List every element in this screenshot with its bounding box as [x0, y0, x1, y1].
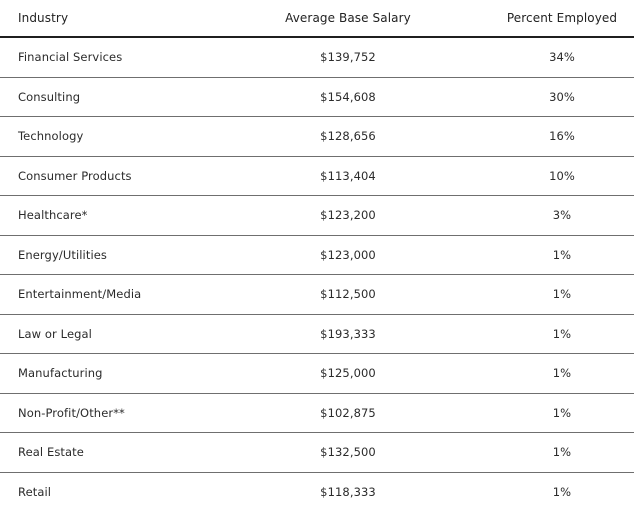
- salary-cell: $112,500: [260, 275, 436, 314]
- table-row: Manufacturing $125,000 1%: [0, 354, 634, 394]
- percent-cell: 1%: [500, 473, 624, 512]
- percent-cell: 1%: [500, 394, 624, 433]
- percent-cell: 34%: [500, 38, 624, 77]
- percent-cell: 16%: [500, 117, 624, 156]
- industry-cell: Consulting: [18, 78, 248, 117]
- salary-cell: $118,333: [260, 473, 436, 512]
- industry-cell: Consumer Products: [18, 157, 248, 196]
- industry-cell: Technology: [18, 117, 248, 156]
- salary-cell: $125,000: [260, 354, 436, 393]
- industry-cell: Energy/Utilities: [18, 236, 248, 275]
- table-row: Consulting $154,608 30%: [0, 78, 634, 118]
- table-row: Technology $128,656 16%: [0, 117, 634, 157]
- table-row: Non-Profit/Other** $102,875 1%: [0, 394, 634, 434]
- percent-cell: 30%: [500, 78, 624, 117]
- percent-cell: 1%: [500, 433, 624, 472]
- table-header: Industry Average Base Salary Percent Emp…: [0, 0, 634, 38]
- salary-cell: $102,875: [260, 394, 436, 433]
- table-row: Healthcare* $123,200 3%: [0, 196, 634, 236]
- industry-cell: Manufacturing: [18, 354, 248, 393]
- industry-cell: Non-Profit/Other**: [18, 394, 248, 433]
- percent-cell: 1%: [500, 275, 624, 314]
- table-row: Financial Services $139,752 34%: [0, 38, 634, 78]
- percent-cell: 1%: [500, 354, 624, 393]
- header-industry: Industry: [18, 0, 248, 36]
- salary-cell: $139,752: [260, 38, 436, 77]
- industry-cell: Financial Services: [18, 38, 248, 77]
- header-average-base-salary: Average Base Salary: [260, 0, 436, 36]
- percent-cell: 3%: [500, 196, 624, 235]
- salary-cell: $193,333: [260, 315, 436, 354]
- table-row: Law or Legal $193,333 1%: [0, 315, 634, 355]
- industry-cell: Healthcare*: [18, 196, 248, 235]
- table-row: Energy/Utilities $123,000 1%: [0, 236, 634, 276]
- table-row: Real Estate $132,500 1%: [0, 433, 634, 473]
- salary-cell: $113,404: [260, 157, 436, 196]
- industry-cell: Entertainment/Media: [18, 275, 248, 314]
- header-percent-employed: Percent Employed: [500, 0, 624, 36]
- percent-cell: 1%: [500, 315, 624, 354]
- percent-cell: 10%: [500, 157, 624, 196]
- percent-cell: 1%: [500, 236, 624, 275]
- salary-cell: $123,000: [260, 236, 436, 275]
- industry-cell: Retail: [18, 473, 248, 512]
- salary-cell: $123,200: [260, 196, 436, 235]
- salary-cell: $154,608: [260, 78, 436, 117]
- salary-cell: $132,500: [260, 433, 436, 472]
- salary-cell: $128,656: [260, 117, 436, 156]
- table-row: Retail $118,333 1%: [0, 473, 634, 512]
- table-row: Entertainment/Media $112,500 1%: [0, 275, 634, 315]
- industry-cell: Law or Legal: [18, 315, 248, 354]
- table-row: Consumer Products $113,404 10%: [0, 157, 634, 197]
- industry-cell: Real Estate: [18, 433, 248, 472]
